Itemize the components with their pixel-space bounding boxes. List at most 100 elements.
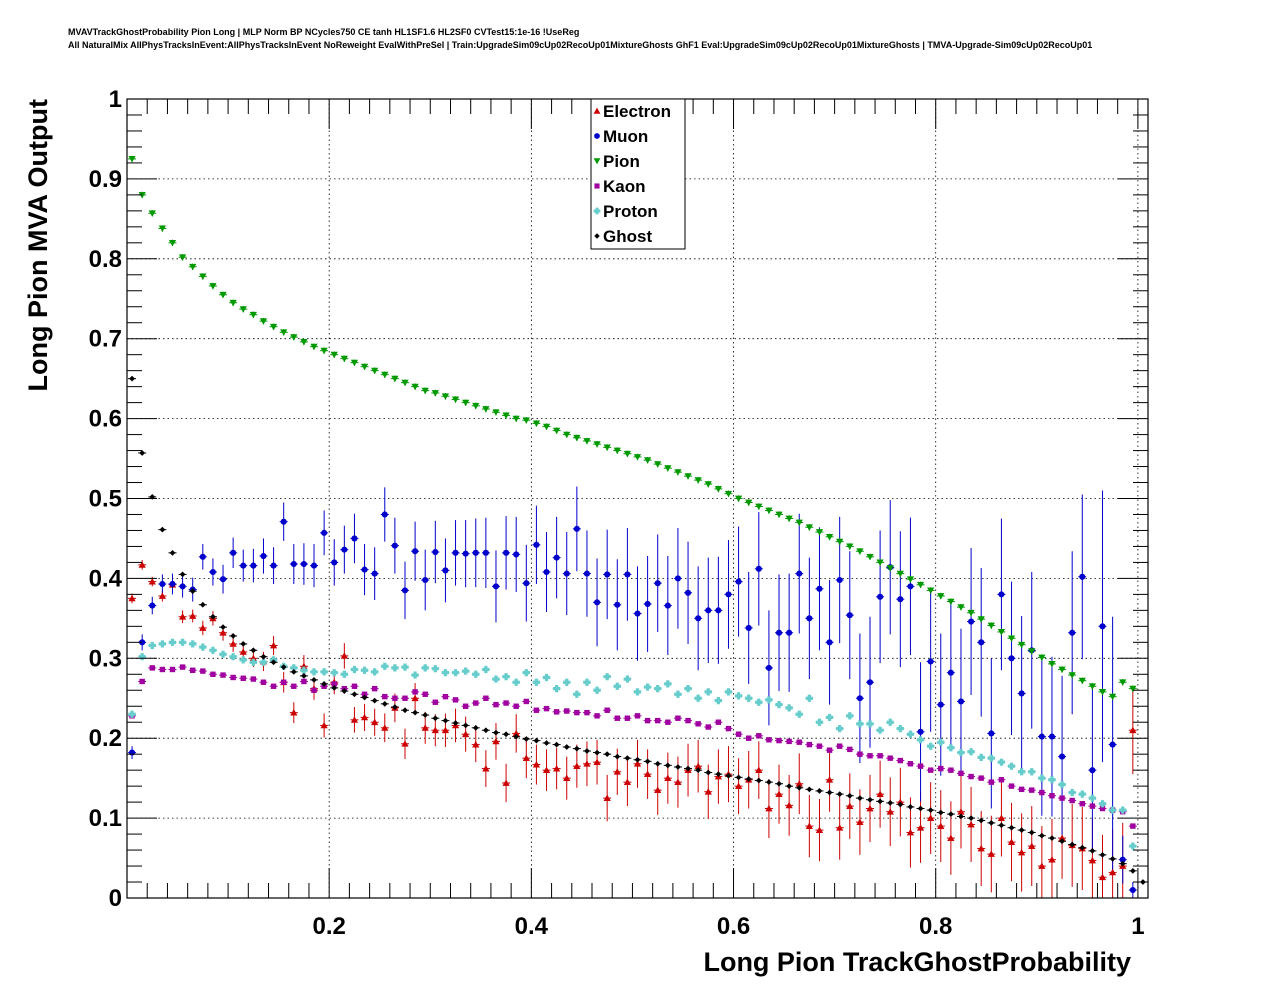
pion-point — [1068, 672, 1076, 679]
proton-point — [644, 683, 652, 691]
pion-point — [371, 367, 379, 375]
muon-point — [401, 587, 409, 594]
muon-point — [1038, 733, 1045, 740]
ghost-point — [867, 796, 873, 803]
muon-point — [937, 701, 944, 708]
proton-point — [532, 678, 541, 686]
pion-point — [654, 461, 662, 468]
proton-point — [704, 688, 712, 696]
kaon-point — [270, 683, 277, 689]
proton-point — [219, 650, 227, 658]
ghost-point — [917, 805, 924, 812]
pion-point — [633, 454, 642, 461]
kaon-point — [735, 731, 742, 737]
electron-point — [269, 641, 278, 649]
kaon-point — [422, 691, 428, 697]
proton-point — [694, 694, 702, 702]
data-markers — [128, 156, 1146, 894]
pion-point — [360, 363, 369, 371]
proton-point — [1048, 776, 1056, 784]
pion-point — [603, 444, 611, 451]
ghost-point — [685, 765, 691, 772]
ghost-point — [978, 817, 985, 824]
ghost-point — [311, 676, 317, 683]
muon-point — [927, 658, 934, 665]
ghost-point — [766, 779, 772, 786]
y-tick-label: 1 — [109, 86, 122, 113]
electron-point — [522, 754, 530, 762]
pion-point — [472, 402, 480, 410]
kaon-point — [159, 666, 166, 673]
ghost-point — [189, 588, 196, 595]
electron-point — [775, 790, 783, 798]
proton-point — [836, 725, 844, 733]
muon-point — [614, 601, 621, 608]
muon-point — [270, 562, 277, 569]
proton-point — [148, 641, 156, 650]
proton-point — [1088, 794, 1097, 802]
muon-point — [452, 549, 459, 556]
proton-point — [755, 698, 763, 706]
kaon-point — [988, 779, 995, 785]
pion-point — [1088, 683, 1097, 690]
ghost-point — [654, 760, 661, 767]
pion-point — [623, 450, 631, 458]
pion-point — [947, 598, 955, 606]
ghost-point — [230, 633, 237, 639]
electron-point — [462, 730, 470, 738]
kaon-point — [553, 709, 560, 715]
ghost-point — [381, 700, 388, 707]
muon-point — [1018, 690, 1025, 697]
pion-point — [1098, 688, 1107, 696]
muon-point — [462, 550, 469, 557]
muon-point — [674, 575, 681, 582]
kaon-point — [1008, 783, 1015, 789]
pion-point — [856, 548, 864, 555]
proton-point — [381, 662, 389, 670]
kaon-point — [857, 751, 863, 757]
electron-point — [482, 764, 490, 772]
kaon-point — [331, 681, 337, 687]
muon-point — [321, 529, 328, 536]
muon-point — [917, 728, 924, 735]
kaon-point — [513, 703, 519, 709]
kaon-point — [392, 695, 398, 701]
ghost-point — [351, 691, 358, 698]
proton-point — [1098, 800, 1107, 808]
muon-point — [300, 560, 307, 568]
x-tick-label: 1 — [1131, 913, 1144, 940]
electron-point — [947, 834, 955, 841]
ghost-point — [240, 641, 247, 647]
proton-point — [724, 688, 733, 696]
proton-point — [573, 690, 581, 698]
kaon-point — [220, 672, 226, 678]
pion-point — [785, 515, 793, 523]
proton-point — [229, 653, 237, 661]
pion-point — [927, 587, 935, 594]
x-tick-label: 0.6 — [717, 913, 750, 940]
kaon-point — [1039, 789, 1045, 796]
proton-point — [805, 694, 813, 702]
pion-point — [411, 383, 419, 391]
ghost-point — [139, 450, 146, 456]
muon-point — [968, 618, 975, 625]
muon-point — [705, 607, 712, 614]
kaon-point — [685, 717, 691, 724]
kaon-point — [847, 746, 853, 753]
electron-point — [290, 709, 298, 716]
ghost-point — [826, 789, 833, 796]
muon-point — [594, 599, 601, 606]
electron-point — [805, 822, 813, 829]
pion-point — [522, 417, 530, 424]
proton-point — [825, 713, 834, 722]
proton-point — [906, 730, 915, 738]
pion-point — [755, 503, 763, 511]
ghost-point — [796, 784, 803, 791]
electron-point — [148, 577, 156, 585]
electron-point — [876, 790, 884, 798]
proton-point — [947, 744, 955, 752]
ghost-point — [675, 764, 681, 770]
pion-point — [644, 457, 652, 464]
y-tick-label: 0 — [109, 885, 122, 912]
ghost-point — [179, 571, 186, 578]
